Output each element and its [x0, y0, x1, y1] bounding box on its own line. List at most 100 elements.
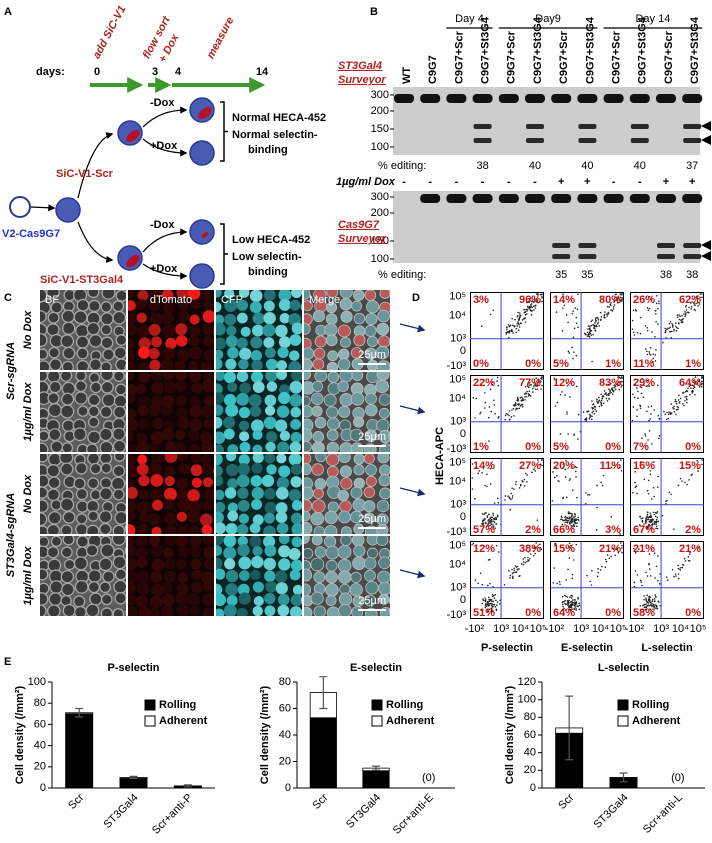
event-dot [653, 409, 656, 411]
cell [87, 454, 101, 466]
quadrant-percent: 16% [633, 460, 655, 472]
event-dot [518, 326, 521, 328]
event-dot [612, 308, 615, 310]
flow-x-tick: -10² [625, 623, 645, 635]
event-dot [571, 608, 573, 610]
cell [265, 580, 278, 593]
cell [148, 513, 161, 526]
flow-plot: 29% 64%7% 0% [630, 375, 704, 453]
event-dot [648, 600, 651, 602]
cell [151, 583, 165, 597]
event-dot [700, 384, 702, 386]
event-dot [504, 418, 506, 421]
cell [114, 510, 126, 525]
cell [203, 546, 214, 559]
event-dot [528, 384, 531, 386]
cell [379, 487, 390, 500]
event-dot [498, 603, 501, 605]
event-dot [553, 377, 556, 380]
event-dot [688, 385, 691, 388]
event-dot [518, 487, 521, 489]
event-dot [649, 525, 651, 527]
event-dot [600, 481, 602, 484]
cell [100, 372, 114, 382]
event-dot [597, 571, 600, 574]
flow-y-tick: 10⁵ [449, 374, 466, 386]
event-dot [586, 410, 588, 413]
event-dot [573, 604, 576, 607]
event-dot [513, 571, 515, 574]
event-dot [564, 394, 566, 396]
event-dot [611, 393, 614, 395]
cell [199, 513, 213, 527]
cell [216, 404, 224, 416]
quadrant-percent: 67% [633, 524, 655, 536]
cell [277, 441, 290, 452]
event-dot [589, 332, 592, 335]
event-dot [633, 581, 636, 584]
event-dot [610, 301, 612, 304]
cell [264, 347, 276, 359]
cell [264, 544, 277, 557]
cell [388, 431, 390, 441]
event-dot [661, 514, 664, 517]
cell [250, 350, 262, 362]
cell [113, 394, 126, 408]
event-dot [474, 467, 477, 469]
cell [226, 595, 238, 606]
cell [216, 349, 224, 360]
cell [138, 337, 151, 350]
flow-plot: 16% 15%67% 2% [630, 458, 704, 536]
cell [264, 487, 276, 500]
event-dot [690, 305, 693, 308]
cell [128, 454, 135, 466]
cell [237, 462, 251, 476]
event-dot [561, 391, 563, 393]
event-dot [492, 594, 495, 597]
event-dot [682, 564, 685, 566]
cell [177, 583, 189, 595]
cell [50, 536, 63, 548]
event-dot [557, 480, 559, 482]
cell [98, 510, 113, 524]
event-dot [669, 330, 671, 333]
event-dot [688, 479, 690, 481]
cell [164, 536, 177, 546]
event-dot [474, 579, 477, 581]
cell [323, 393, 337, 407]
cell [263, 290, 276, 301]
cell [326, 429, 339, 441]
event-dot [649, 601, 652, 604]
event-dot [654, 604, 656, 606]
event-dot [590, 334, 593, 336]
quadrant-percent: 14% [553, 294, 575, 306]
day-number: 4 [175, 66, 182, 78]
cell [291, 522, 302, 534]
cell [188, 443, 200, 452]
cell [289, 569, 301, 581]
event-dot [596, 398, 598, 400]
cell [62, 536, 75, 546]
event-dot [524, 392, 527, 394]
event-dot [689, 551, 691, 554]
band-arrowhead [701, 251, 711, 261]
legend-label: Adherent [159, 715, 208, 727]
event-dot [657, 554, 659, 557]
cell [304, 300, 313, 312]
event-dot [489, 524, 491, 527]
event-dot [633, 585, 636, 588]
cell [174, 442, 187, 452]
event-dot [525, 395, 528, 398]
cell [263, 512, 275, 524]
cell [73, 605, 87, 616]
cell [352, 498, 366, 512]
event-dot [676, 405, 679, 408]
event-dot [510, 492, 513, 495]
event-dot [608, 388, 610, 390]
cell [86, 524, 100, 534]
event-dot [634, 551, 637, 554]
flow-y-tick: 0 [460, 345, 466, 357]
cell [150, 431, 164, 445]
event-dot [677, 399, 680, 401]
event-dot [593, 413, 596, 415]
